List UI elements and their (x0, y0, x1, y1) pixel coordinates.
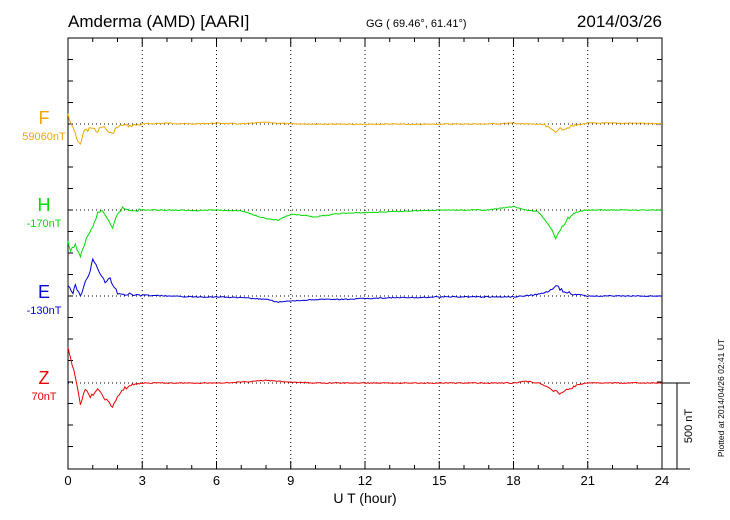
grid-layer (141, 38, 589, 469)
tick-layer: 0 3 6 9 12 15 18 21 24 (64, 38, 669, 488)
x-axis-label: U T (hour) (333, 490, 396, 506)
chart-date: 2014/03/26 (577, 12, 662, 31)
series-label-F: F (39, 108, 50, 128)
series-baseline-label-E: -130nT (27, 305, 62, 317)
plotted-note: Plotted at 2014/04/26 02:41 UT (716, 339, 726, 457)
x-tick-label-9: 9 (287, 473, 294, 488)
series-layer (67, 113, 663, 409)
scale-bar: 500 nT (662, 382, 695, 470)
series-label-E: E (38, 282, 50, 302)
x-tick-label-15: 15 (432, 473, 446, 488)
x-tick-label-0: 0 (64, 473, 71, 488)
series-label-Z: Z (39, 368, 50, 388)
series-line-F (67, 113, 663, 145)
label-layer: F 59060nT H -170nT E -130nT Z 70nT (22, 108, 66, 403)
x-tick-label-6: 6 (213, 473, 220, 488)
series-line-E (67, 257, 663, 303)
series-label-H: H (38, 195, 51, 215)
x-tick-label-12: 12 (358, 473, 372, 488)
x-tick-label-18: 18 (506, 473, 520, 488)
series-baseline-label-F: 59060nT (22, 131, 66, 143)
series-line-H (67, 205, 663, 259)
chart-coords: GG ( 69.46°, 61.41°) (366, 18, 467, 30)
chart-title-station: Amderma (AMD) [AARI] (68, 12, 249, 31)
x-tick-label-3: 3 (139, 473, 146, 488)
series-line-Z (67, 347, 663, 409)
series-baseline-label-Z: 70nT (31, 391, 56, 403)
x-tick-label-24: 24 (655, 473, 669, 488)
x-tick-label-21: 21 (581, 473, 595, 488)
scale-bar-label: 500 nT (683, 409, 695, 444)
series-baseline-label-H: -170nT (27, 218, 62, 230)
